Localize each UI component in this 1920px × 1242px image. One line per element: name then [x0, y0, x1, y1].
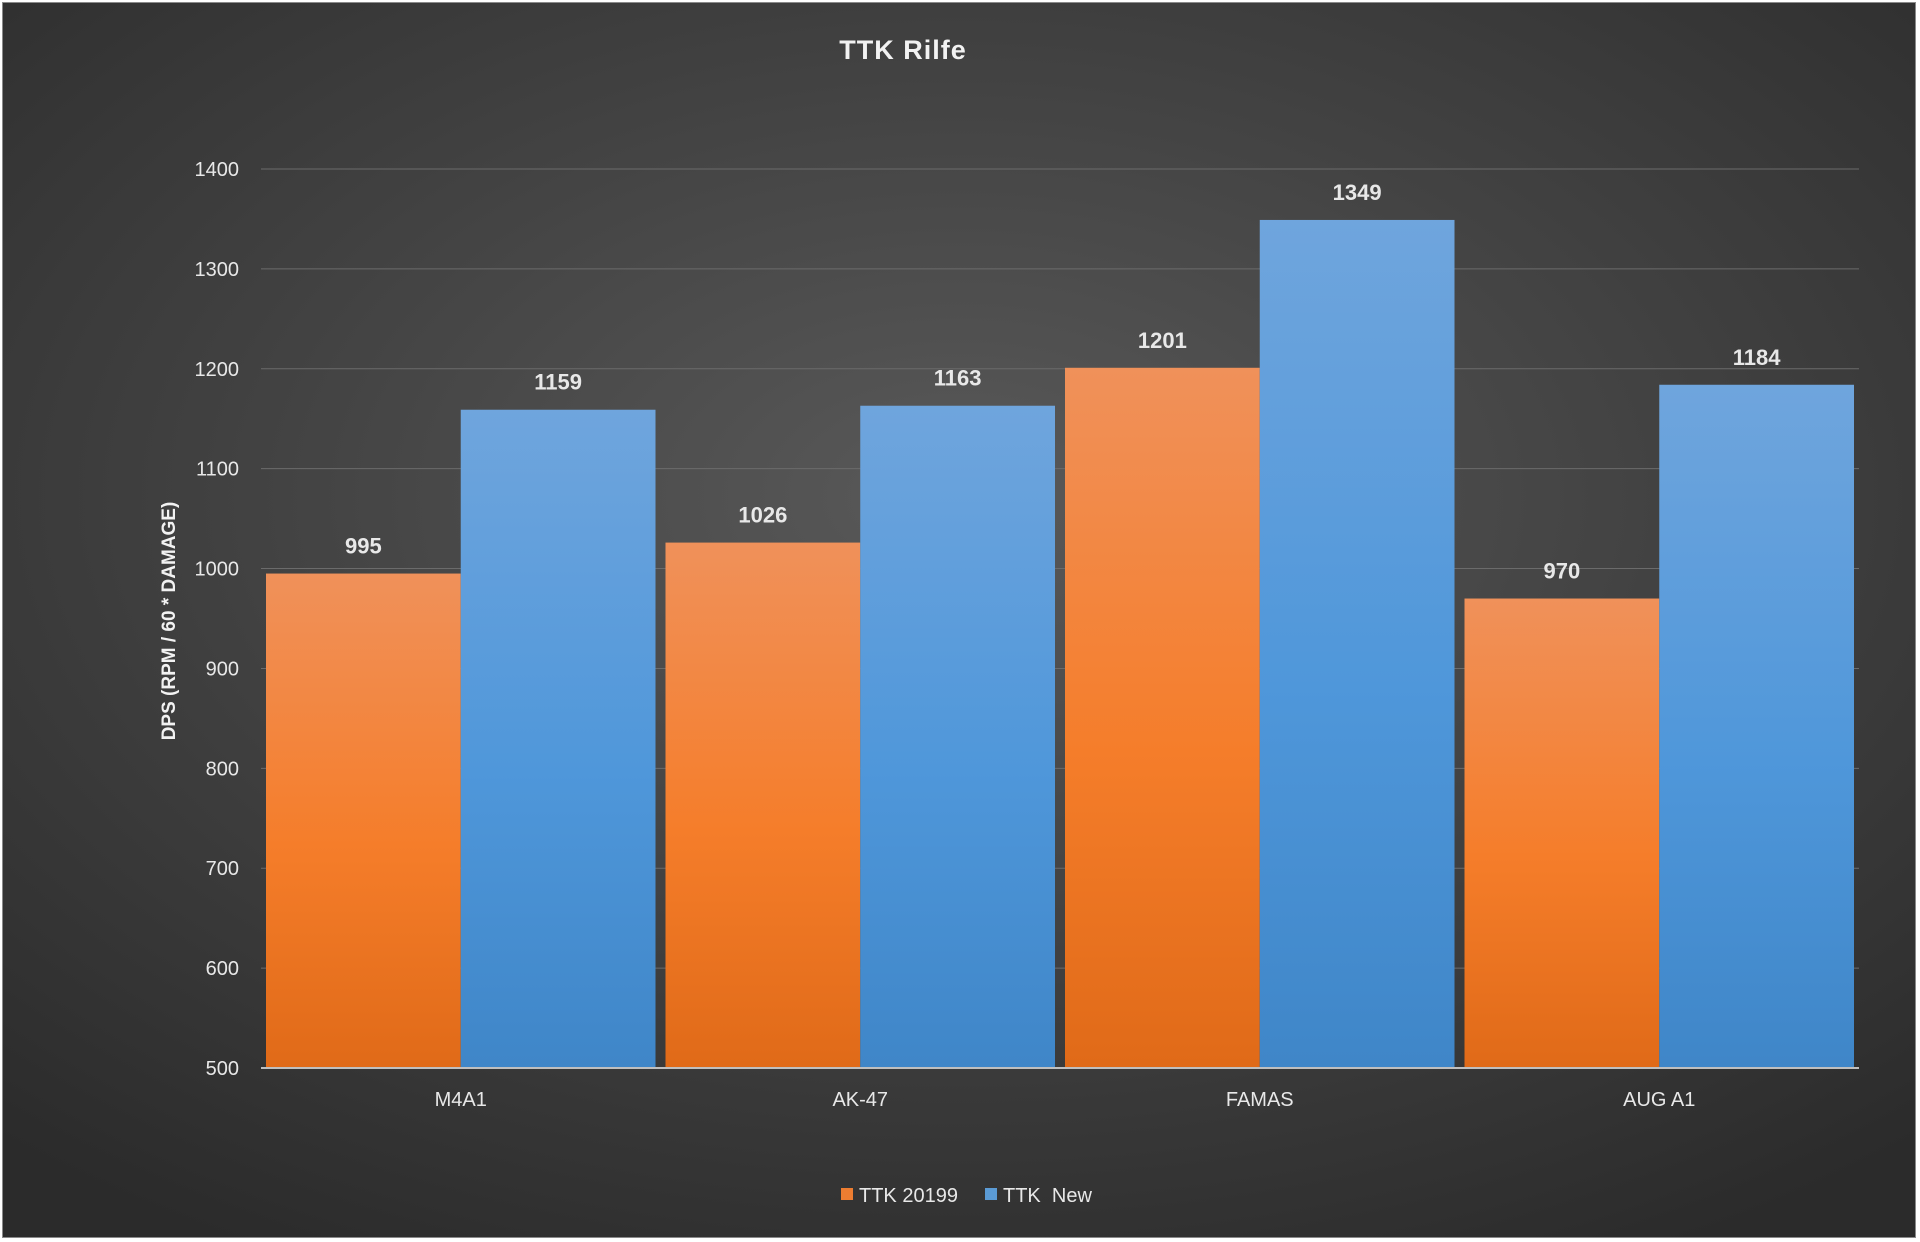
y-tick-label: 600	[206, 958, 239, 980]
bar-ttk-new-m4a1	[460, 409, 656, 1069]
bar-ttk-new-famas	[1259, 219, 1455, 1068]
x-category-label: FAMAS	[1226, 1089, 1294, 1111]
bars	[266, 219, 1854, 1069]
y-tick-label: 500	[206, 1058, 239, 1080]
y-tick-label: 1100	[196, 459, 239, 481]
y-tick-label: 1400	[195, 159, 240, 181]
x-category-label: M4A1	[435, 1089, 487, 1111]
y-axis: 500 600 700 800 900 1000 1100 1200 1300 1400	[195, 159, 240, 1080]
legend-label: TTK New	[1003, 1185, 1092, 1207]
data-label: 1184	[1733, 345, 1781, 370]
legend: TTK 20199 TTK New	[841, 1185, 1092, 1207]
data-labels: 995 1026 1201 970 1159 1163 1349 1184	[345, 180, 1781, 584]
data-label: 995	[345, 534, 382, 559]
data-label: 970	[1544, 559, 1581, 584]
legend-swatch	[985, 1188, 997, 1200]
data-label: 1349	[1333, 180, 1382, 205]
data-label: 1163	[934, 366, 982, 391]
y-tick-label: 1200	[195, 359, 240, 381]
x-axis: M4A1 AK-47 FAMAS AUG A1	[261, 1067, 1859, 1111]
bar-ttk-new-aug-a1	[1659, 384, 1854, 1068]
data-label: 1026	[738, 503, 787, 528]
bar-chart: TTK Rilfe 995 1026 1201 970 1159 1163 1349 1184…	[159, 35, 1859, 1207]
x-category-label: AK-47	[832, 1089, 888, 1111]
data-label: 1159	[534, 370, 582, 395]
bar-ttk-20199-m4a1	[266, 573, 461, 1068]
y-tick-label: 700	[206, 858, 239, 880]
y-tick-label: 1300	[195, 259, 240, 281]
bar-ttk-20199-aug-a1	[1464, 598, 1660, 1068]
chart-title: TTK Rilfe	[839, 35, 967, 65]
bar-ttk-new-ak-47	[860, 405, 1055, 1068]
y-tick-label: 900	[206, 658, 239, 680]
y-axis-title: DPS (RPM / 60 * DAMAGE)	[159, 502, 180, 741]
legend-swatch	[841, 1188, 853, 1200]
data-label: 1201	[1138, 328, 1187, 353]
bar-ttk-20199-ak-47	[665, 542, 861, 1068]
y-tick-label: 800	[206, 758, 239, 780]
bar-ttk-20199-famas	[1065, 367, 1260, 1068]
legend-label: TTK 20199	[859, 1185, 958, 1207]
x-category-label: AUG A1	[1623, 1089, 1695, 1111]
y-tick-label: 1000	[195, 559, 240, 581]
